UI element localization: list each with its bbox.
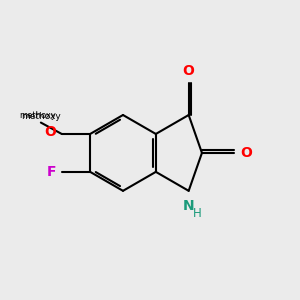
Text: O: O (183, 64, 195, 77)
Text: methoxy: methoxy (21, 112, 61, 121)
Text: O: O (45, 125, 56, 140)
Text: O: O (240, 146, 252, 160)
Text: methoxy: methoxy (20, 111, 56, 120)
Text: F: F (47, 165, 56, 179)
Text: N: N (183, 199, 194, 213)
Text: H: H (193, 207, 201, 220)
